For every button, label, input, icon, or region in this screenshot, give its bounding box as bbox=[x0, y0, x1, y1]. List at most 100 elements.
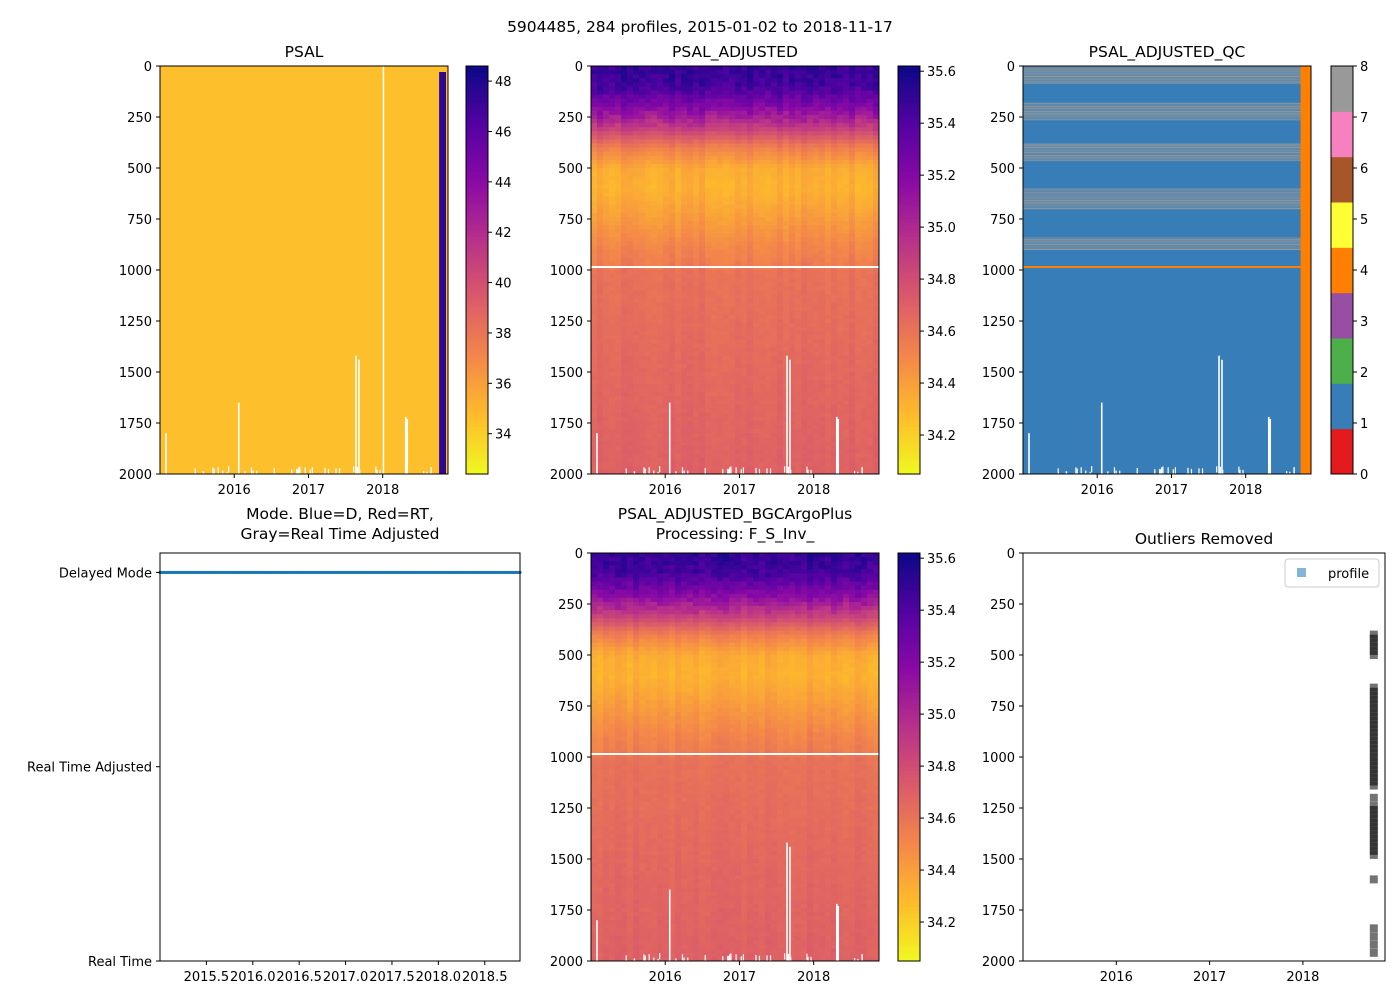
psal-adjusted-cell bbox=[651, 331, 658, 336]
psal-adjusted-cell bbox=[771, 90, 778, 96]
psal-adjusted-cell bbox=[819, 465, 826, 471]
psal-adjusted-cell bbox=[849, 420, 856, 426]
psal-gap bbox=[405, 471, 407, 478]
psal-adjusted-cell bbox=[813, 265, 820, 271]
psal-adjusted-cell bbox=[771, 400, 778, 406]
psal-adjusted-cell bbox=[777, 327, 784, 332]
psal-adjusted-cell bbox=[765, 323, 772, 328]
psal-adjusted-cell bbox=[711, 404, 718, 410]
psal-adjusted-cell bbox=[669, 106, 676, 112]
psal-adjusted-cell bbox=[717, 363, 724, 369]
psal-adjusted-cell bbox=[657, 318, 664, 324]
psal-adjusted-cell bbox=[675, 453, 682, 459]
psal-adjusted-cell bbox=[873, 396, 880, 402]
psal-adjusted-cell bbox=[591, 172, 598, 177]
psal-adjusted-cell bbox=[717, 204, 724, 210]
psal-adjusted-cell bbox=[765, 310, 772, 316]
psal-adjusted-cell bbox=[699, 106, 706, 112]
psal-adjusted-cell bbox=[741, 216, 748, 222]
psal-adjusted-cell bbox=[639, 294, 646, 300]
psal-adjusted-cell bbox=[795, 318, 802, 324]
psal-adjusted-cell bbox=[753, 355, 760, 361]
psal-adjusted-cell bbox=[657, 433, 664, 438]
psal-adjusted-cell bbox=[747, 90, 754, 96]
psal-adjusted-cell bbox=[759, 163, 766, 169]
psal-adjusted-cell bbox=[813, 216, 820, 222]
psal-colorbar-step bbox=[466, 338, 488, 342]
psal-adjusted-cell bbox=[651, 98, 658, 104]
psal-adjusted-cell bbox=[861, 441, 868, 446]
psal-adjusted-cell bbox=[849, 290, 856, 295]
psal-adjusted-cell bbox=[705, 245, 712, 251]
psal-adjusted-cell bbox=[819, 155, 826, 161]
psal-ytick-label: 2000 bbox=[119, 468, 152, 483]
psal-adjusted-cell bbox=[597, 314, 604, 320]
psal-adjusted-cell bbox=[705, 221, 712, 226]
psal-adjusted-cell bbox=[867, 396, 874, 402]
psal-adjusted-cell bbox=[849, 286, 856, 291]
psal-adjusted-cell bbox=[825, 274, 832, 279]
psal-adjusted-cell bbox=[813, 172, 820, 177]
psal-adjusted-cell bbox=[627, 461, 634, 467]
psal-adjusted-cell bbox=[759, 168, 766, 173]
psal-gap bbox=[273, 467, 275, 475]
psal-adjusted-cell bbox=[699, 465, 706, 471]
psal-adjusted-cell bbox=[621, 106, 628, 112]
psal-adjusted-cell bbox=[705, 139, 712, 145]
psal-adjusted-cell bbox=[747, 327, 754, 332]
psal-adjusted-cell bbox=[861, 200, 868, 206]
psal-adjusted-cell bbox=[837, 70, 844, 75]
psal-adjusted-cell bbox=[759, 363, 766, 369]
psal-adjusted-cell bbox=[723, 114, 730, 120]
psal-adjusted-cell bbox=[705, 204, 712, 210]
psal-adjusted-cell bbox=[705, 155, 712, 161]
psal-adjusted-cell bbox=[729, 298, 736, 304]
psal-adjusted-cell bbox=[591, 184, 598, 189]
psal-adjusted-cell bbox=[711, 229, 718, 234]
psal-adjusted-cell bbox=[813, 127, 820, 132]
psal-adjusted-cell bbox=[789, 229, 796, 234]
psal-adjusted-cell bbox=[765, 94, 772, 100]
psal-adjusted-cell bbox=[819, 106, 826, 112]
psal-adjusted-cell bbox=[717, 290, 724, 295]
psal-adjusted-cell bbox=[753, 359, 760, 365]
psal-adjusted-cell bbox=[735, 155, 742, 161]
psal-adjusted-cell bbox=[693, 282, 700, 287]
psal-adjusted-cell bbox=[837, 135, 844, 140]
psal-adjusted-cell bbox=[795, 425, 802, 430]
psal-adjusted-cell bbox=[873, 286, 880, 291]
psal-adjusted-cell bbox=[843, 212, 850, 218]
psal-adjusted-cell bbox=[735, 314, 742, 320]
psal-adjusted-cell bbox=[651, 339, 658, 344]
psal-adjusted-cell bbox=[639, 363, 646, 369]
psal-adjusted-cell bbox=[723, 119, 730, 124]
psal-adjusted-cell bbox=[843, 143, 850, 149]
psal-adjusted-cell bbox=[777, 90, 784, 96]
psal-adjusted-cell bbox=[723, 318, 730, 324]
psal-adjusted-cell bbox=[765, 127, 772, 132]
psal-adjusted-cell bbox=[855, 372, 862, 377]
psal-adjusted-cell bbox=[651, 204, 658, 210]
psal-adjusted-cell bbox=[825, 159, 832, 165]
psal-adjusted-cell bbox=[873, 314, 880, 320]
psal-adjusted-cell bbox=[849, 184, 856, 189]
psal-adjusted-cell bbox=[675, 445, 682, 451]
psal-adjusted-cell bbox=[861, 237, 868, 242]
psal-adjusted-cell bbox=[663, 318, 670, 324]
psal-adjusted-cell bbox=[771, 245, 778, 251]
psal-adjusted-cell bbox=[843, 461, 850, 467]
psal-adjusted-cell bbox=[801, 176, 808, 181]
psal-adjusted-cell bbox=[759, 70, 766, 75]
psal-adjusted-cell bbox=[819, 274, 826, 279]
psal-adjusted-cell bbox=[819, 127, 826, 132]
psal-adjusted-cell bbox=[717, 106, 724, 112]
figure-suptitle: 5904485, 284 profiles, 2015-01-02 to 201… bbox=[507, 18, 893, 36]
psal-adjusted-cell bbox=[699, 147, 706, 153]
psal-adjusted-cell bbox=[627, 147, 634, 153]
psal-adjusted-cell bbox=[843, 249, 850, 255]
psal-adjusted-cell bbox=[687, 380, 694, 385]
psal-adjusted-cell bbox=[681, 212, 688, 218]
psal-adjusted-cell bbox=[777, 306, 784, 312]
psal-adjusted-cell bbox=[831, 106, 838, 112]
psal-adjusted-cell bbox=[771, 261, 778, 267]
